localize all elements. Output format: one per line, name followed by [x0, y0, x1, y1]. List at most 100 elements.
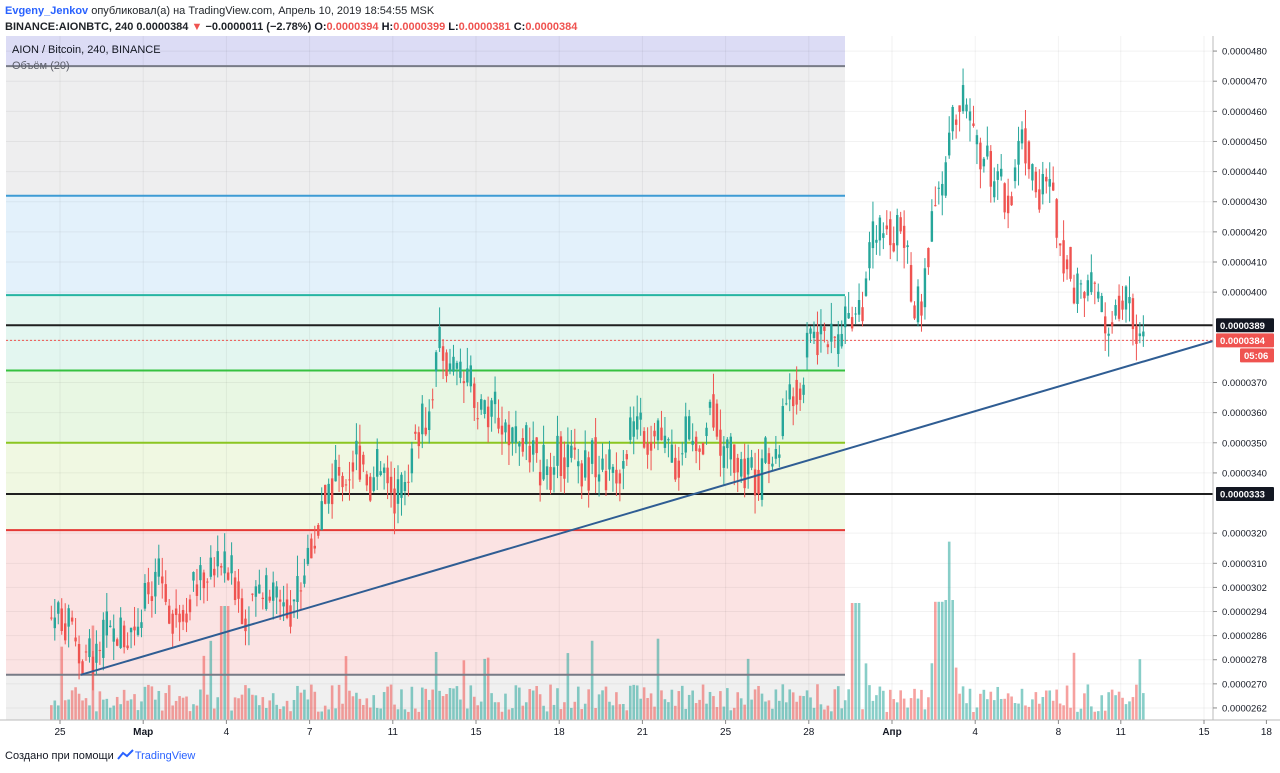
- candle-up: [819, 325, 823, 335]
- candle-up: [1128, 297, 1131, 304]
- price-chart[interactable]: 0.0000480 0.0000470 0.0000460 0.0000450 0.00…: [0, 36, 1280, 746]
- candle-down: [289, 605, 292, 627]
- volume-bar: [736, 692, 740, 720]
- volume-bar: [989, 691, 993, 720]
- candle-down: [1038, 189, 1041, 210]
- time-tick-label: 7: [307, 727, 313, 738]
- zone-gray: [6, 66, 845, 196]
- candle-up: [129, 627, 133, 633]
- volume-bar: [531, 690, 535, 720]
- candle-down: [313, 545, 316, 549]
- volume-bar: [230, 710, 233, 720]
- trend-line: [80, 324, 1267, 676]
- volume-bar: [1093, 711, 1097, 720]
- volume-bar: [320, 711, 324, 720]
- candle-up: [334, 459, 337, 482]
- volume-bar: [299, 692, 303, 720]
- volume-bar: [535, 686, 538, 720]
- price-axis[interactable]: 0.0000480 0.0000470 0.0000460 0.0000450 0.00…: [1212, 36, 1280, 720]
- volume-bar: [549, 684, 552, 720]
- candle-down: [84, 651, 88, 653]
- candle-up: [941, 183, 944, 196]
- candle-down: [202, 572, 206, 589]
- candle-up: [466, 368, 469, 383]
- candle-up: [109, 625, 112, 628]
- candle-down: [414, 431, 417, 434]
- volume-bar: [181, 697, 185, 720]
- candle-up: [878, 217, 882, 241]
- candle-down: [889, 219, 892, 246]
- price-tick-label: 0.0000270: [1222, 679, 1267, 690]
- volume-bar: [115, 696, 119, 720]
- time-tick-label: 18: [1261, 727, 1273, 738]
- volume-bar: [576, 686, 580, 720]
- candle-up: [681, 453, 684, 455]
- candle-down: [816, 331, 819, 356]
- zone-teal: [6, 295, 845, 371]
- candle-up: [601, 458, 604, 470]
- volume-bar: [1048, 690, 1052, 720]
- volume-bar: [909, 698, 913, 720]
- volume-bar: [639, 698, 642, 720]
- candle-up: [452, 356, 455, 372]
- volume-bar: [680, 685, 684, 720]
- volume-bar: [656, 638, 660, 720]
- candle-up: [157, 558, 160, 577]
- candle-down: [719, 429, 722, 456]
- volume-bar: [1117, 691, 1121, 720]
- candle-up: [355, 440, 358, 455]
- candle-down: [278, 599, 282, 602]
- volume-bar: [479, 701, 483, 720]
- candle-up: [961, 85, 965, 112]
- price-tick-label: 0.0000294: [1222, 607, 1267, 618]
- candle-up: [930, 211, 934, 242]
- time-axis[interactable]: 25 Мар 4 7 11 15 18 21 25 28 Апр 4 8 11 15 18: [0, 719, 1280, 738]
- candle-up: [490, 400, 493, 417]
- volume-bar: [185, 696, 188, 720]
- time-tick-label: Мар: [133, 727, 153, 738]
- volume-bar: [382, 692, 386, 720]
- footer-brand[interactable]: TradingView: [134, 750, 196, 762]
- candle-down: [528, 445, 531, 463]
- candle-up: [216, 551, 219, 567]
- candle-up: [455, 362, 459, 369]
- volume-bar: [635, 685, 639, 720]
- volume-bar: [632, 684, 636, 720]
- trendline[interactable]: [80, 324, 1267, 676]
- close-value: 0.0000384: [525, 21, 578, 33]
- price-tick-label: 0.0000430: [1222, 197, 1267, 208]
- volume-bar: [355, 692, 358, 720]
- candle-up: [570, 445, 573, 458]
- candle-up: [1048, 179, 1051, 187]
- candle-down: [424, 427, 427, 435]
- time-tick-label: 18: [554, 727, 566, 738]
- volume-bar: [379, 708, 382, 720]
- volume-bar: [164, 693, 168, 720]
- candle-up: [143, 583, 147, 609]
- author-link[interactable]: Evgeny_Jenkov: [5, 5, 89, 17]
- candle-down: [341, 475, 344, 488]
- volume-bar: [767, 700, 771, 720]
- candle-up: [1041, 174, 1044, 195]
- volume-bar: [448, 688, 452, 720]
- candle-up: [303, 575, 306, 584]
- candle-up: [837, 334, 840, 354]
- candle-down: [833, 336, 836, 338]
- candle-down: [500, 425, 504, 435]
- volume-bar: [493, 702, 497, 720]
- candle-down: [70, 617, 74, 622]
- volume-bar: [122, 689, 126, 720]
- candle-down: [757, 469, 760, 494]
- volume-bar: [975, 707, 979, 720]
- volume-bar: [1020, 688, 1024, 720]
- price-tick-label: 0.0000320: [1222, 529, 1267, 540]
- candle-up: [327, 483, 330, 504]
- volume-bar: [313, 691, 317, 720]
- candle-down: [445, 352, 448, 377]
- volume-bar: [857, 603, 861, 720]
- volume-bar: [927, 697, 930, 720]
- volume-bar: [424, 688, 428, 720]
- volume-bar: [511, 708, 514, 720]
- zone-blue: [6, 195, 845, 296]
- volume-bar: [760, 693, 764, 720]
